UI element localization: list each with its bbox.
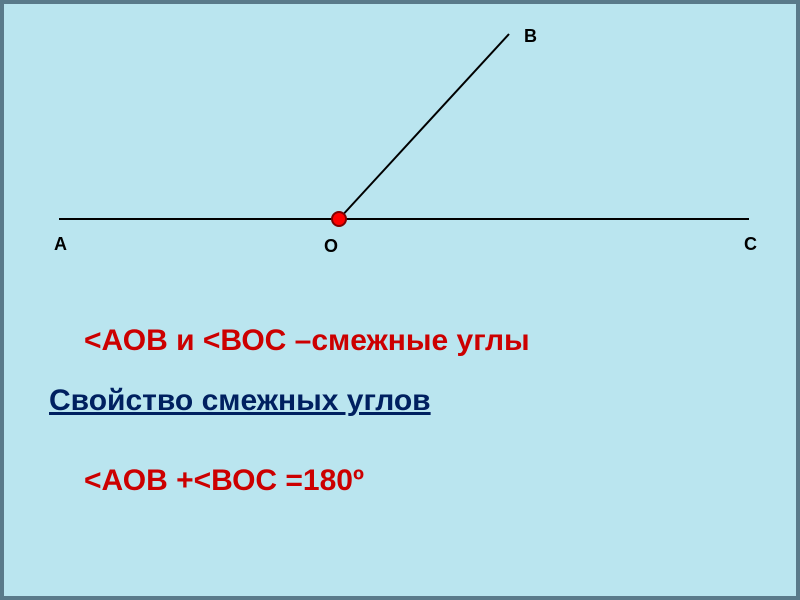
point-label-A: А — [54, 234, 67, 255]
text-line-3: <АОВ +<ВОС =180º — [84, 464, 364, 498]
slide-frame: А В С О <АОВ и <ВОС –смежные углы Свойст… — [0, 0, 800, 600]
point-label-C: С — [744, 234, 757, 255]
point-label-B: В — [524, 26, 537, 47]
text-line-2: Свойство смежных углов — [49, 384, 431, 418]
text-line-1: <АОВ и <ВОС –смежные углы — [84, 324, 530, 358]
geometry-diagram — [4, 4, 800, 600]
point-label-O: О — [324, 236, 338, 257]
